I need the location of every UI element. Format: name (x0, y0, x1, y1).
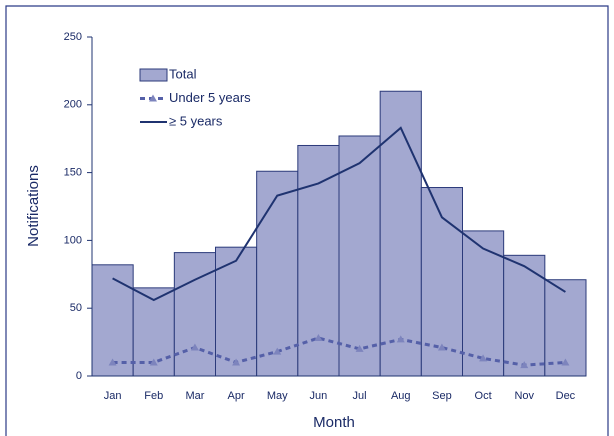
x-tick-label: Nov (514, 390, 534, 402)
marker (437, 343, 446, 351)
x-tick-label: Aug (391, 390, 411, 402)
marker (314, 334, 323, 342)
x-tick-label: Oct (475, 390, 492, 402)
marker (108, 358, 117, 366)
x-tick-label: May (267, 390, 288, 402)
x-tick-label: Jan (104, 390, 122, 402)
y-axis-title: Notifications (25, 165, 42, 247)
y-tick-label: 150 (64, 167, 82, 179)
marker (232, 358, 241, 366)
marker (479, 354, 488, 362)
y-tick-label: 250 (64, 31, 82, 43)
bar (503, 254, 546, 377)
legend-label: Total (169, 66, 197, 81)
x-tick-label: Mar (185, 390, 204, 402)
legend-swatch (139, 68, 168, 82)
marker (273, 347, 282, 355)
marker (396, 335, 405, 343)
y-tick-label: 200 (64, 99, 82, 111)
y-tick-label: 0 (76, 370, 82, 382)
marker (520, 361, 529, 369)
marker (190, 343, 199, 351)
line (112, 336, 566, 367)
bar (379, 90, 422, 377)
bar (256, 170, 299, 377)
line (112, 126, 566, 302)
bar (215, 246, 258, 377)
y-tick-label: 100 (64, 234, 82, 246)
x-tick-label: Jun (310, 390, 328, 402)
legend-label: ≥ 5 years (169, 113, 223, 128)
frame (5, 5, 609, 436)
x-tick-label: Apr (228, 390, 245, 402)
marker (149, 358, 158, 366)
bar (338, 135, 381, 377)
legend-marker (149, 94, 157, 102)
x-tick-label: Jul (353, 390, 367, 402)
x-tick-label: Dec (556, 390, 576, 402)
bar (173, 252, 216, 377)
y-tick-label: 50 (70, 302, 82, 314)
marker (561, 358, 570, 366)
legend-label: Under 5 years (169, 90, 251, 105)
marker (355, 344, 364, 352)
x-tick-label: Feb (144, 390, 163, 402)
x-tick-label: Sep (432, 390, 452, 402)
x-axis-title: Month (313, 414, 355, 431)
